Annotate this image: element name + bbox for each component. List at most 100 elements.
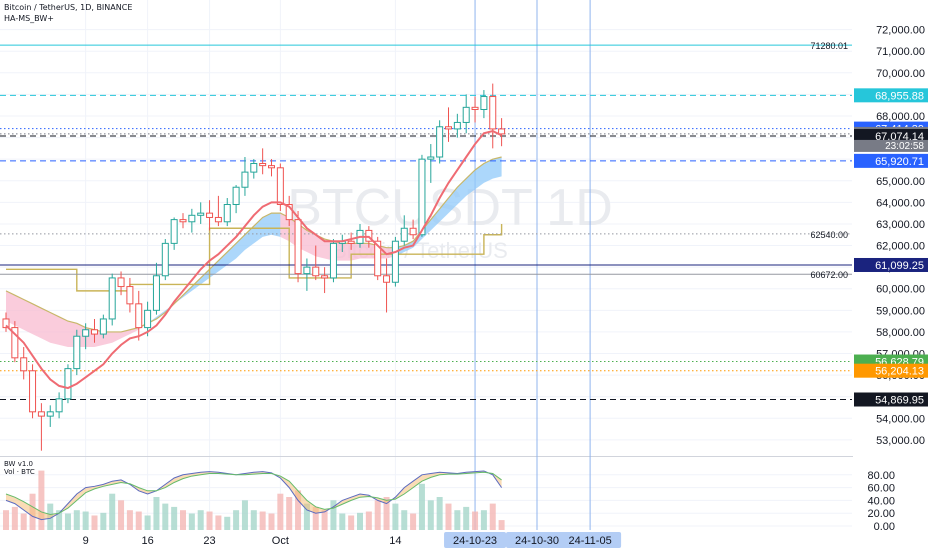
volume-bar bbox=[445, 503, 452, 530]
candle-body bbox=[303, 266, 311, 275]
oscillator-legend[interactable]: BW v1.0 bbox=[4, 460, 33, 468]
candle-bullish bbox=[108, 273, 116, 326]
volume-bar bbox=[277, 493, 284, 530]
date-marker-label: 24-11-05 bbox=[568, 535, 611, 547]
candle-bullish bbox=[64, 364, 72, 404]
volume-bar bbox=[392, 503, 399, 530]
countdown-badge bbox=[854, 139, 928, 152]
volume-bar bbox=[153, 497, 160, 530]
volume-bar bbox=[233, 510, 240, 530]
volume-bar bbox=[427, 500, 434, 530]
price-badge-label: 68,955.88 bbox=[875, 90, 924, 102]
price-badge-label: 54,869.95 bbox=[875, 395, 924, 407]
candle-bearish bbox=[347, 232, 355, 250]
date-marker-label: 24-10-23 bbox=[453, 535, 497, 547]
candle-bullish bbox=[73, 329, 81, 376]
candle-bullish bbox=[453, 113, 461, 138]
candle-bullish bbox=[188, 208, 196, 233]
candle-body bbox=[489, 96, 497, 130]
candle-bullish bbox=[170, 217, 178, 250]
candle-bearish bbox=[126, 277, 134, 313]
volume-bar bbox=[295, 490, 302, 530]
candle-body bbox=[117, 277, 125, 288]
candle-bullish bbox=[46, 405, 54, 427]
volume-bar bbox=[489, 503, 496, 530]
price-badge-label: 56,204.13 bbox=[875, 366, 924, 378]
volume-bar bbox=[64, 513, 71, 530]
candle-body bbox=[374, 240, 382, 277]
volume-bar bbox=[135, 511, 142, 530]
candle-body bbox=[91, 329, 98, 335]
candle-bullish bbox=[400, 215, 408, 246]
date-marker-badge bbox=[444, 532, 507, 548]
price-badge bbox=[854, 392, 928, 407]
candle-bearish bbox=[117, 271, 125, 296]
volume-bar bbox=[56, 510, 63, 530]
candle-bullish bbox=[250, 159, 258, 179]
candle-body bbox=[418, 158, 426, 236]
countdown-label: 23:02:58 bbox=[885, 141, 924, 152]
support-step-line bbox=[6, 223, 503, 292]
candle-bearish bbox=[179, 213, 187, 229]
price-tick-label: 62,000.00 bbox=[876, 241, 925, 253]
candle-bearish bbox=[268, 159, 275, 177]
volume-bar bbox=[259, 511, 266, 530]
volume-bar bbox=[3, 510, 9, 530]
volume-bar bbox=[348, 515, 355, 530]
candle-bearish bbox=[91, 318, 98, 343]
candle-bearish bbox=[489, 83, 497, 149]
candle-bullish bbox=[427, 144, 435, 183]
volume-bar bbox=[312, 506, 319, 530]
candle-bullish bbox=[152, 262, 160, 315]
volume-bar bbox=[498, 520, 505, 530]
candle-body bbox=[214, 216, 222, 223]
candle-body bbox=[144, 309, 152, 329]
candle-body bbox=[409, 227, 417, 236]
ema-line bbox=[5, 130, 503, 390]
time-tick-label: 14 bbox=[389, 535, 401, 547]
volume-bar bbox=[241, 500, 248, 530]
candle-body bbox=[29, 370, 37, 413]
volume-bar bbox=[339, 513, 346, 530]
candle-bearish bbox=[20, 347, 28, 380]
candle-bearish bbox=[2, 312, 10, 332]
candle-bearish bbox=[285, 195, 293, 227]
volume-bar bbox=[365, 511, 372, 530]
candle-body bbox=[206, 212, 214, 218]
volume-bar bbox=[472, 511, 479, 530]
price-tick-label: 72,000.00 bbox=[876, 25, 925, 37]
price-tick-label: 58,000.00 bbox=[876, 327, 925, 339]
price-line-label: 71280.01 bbox=[810, 41, 848, 51]
candle-bearish bbox=[214, 195, 222, 227]
volume-bar bbox=[330, 500, 337, 530]
volume-bar bbox=[197, 510, 204, 530]
candle-body bbox=[73, 335, 81, 370]
candle-body bbox=[37, 411, 45, 417]
indicator-legend[interactable]: HA-MS_BW+ bbox=[4, 14, 54, 23]
volume-bar bbox=[215, 515, 222, 530]
candle-body bbox=[152, 275, 160, 311]
candle-body bbox=[329, 242, 337, 279]
candle-body bbox=[285, 204, 293, 221]
candle-body bbox=[445, 126, 452, 130]
volume-bar bbox=[11, 506, 18, 530]
price-tick-label: 54,000.00 bbox=[876, 413, 925, 425]
candle-body bbox=[188, 214, 196, 223]
oscillator-tick-label: 40.00 bbox=[867, 495, 895, 507]
volume-legend[interactable]: Vol · BTC bbox=[4, 468, 35, 476]
cloud-band-bearish bbox=[280, 213, 396, 261]
cloud-band-bearish bbox=[6, 290, 148, 348]
volume-bar bbox=[118, 500, 125, 530]
price-tick-label: 64,000.00 bbox=[876, 197, 925, 209]
symbol-legend[interactable]: Bitcoin / TetherUS, 1D, BINANCE bbox=[4, 3, 133, 12]
candle-bullish bbox=[99, 314, 107, 339]
candle-body bbox=[55, 398, 63, 413]
volume-bar bbox=[91, 515, 98, 530]
candle-body bbox=[276, 167, 284, 206]
candle-bullish bbox=[55, 392, 63, 419]
oscillator-line-fast bbox=[5, 470, 503, 521]
price-tick-label: 70,000.00 bbox=[876, 68, 925, 80]
volume-bar bbox=[126, 510, 133, 530]
